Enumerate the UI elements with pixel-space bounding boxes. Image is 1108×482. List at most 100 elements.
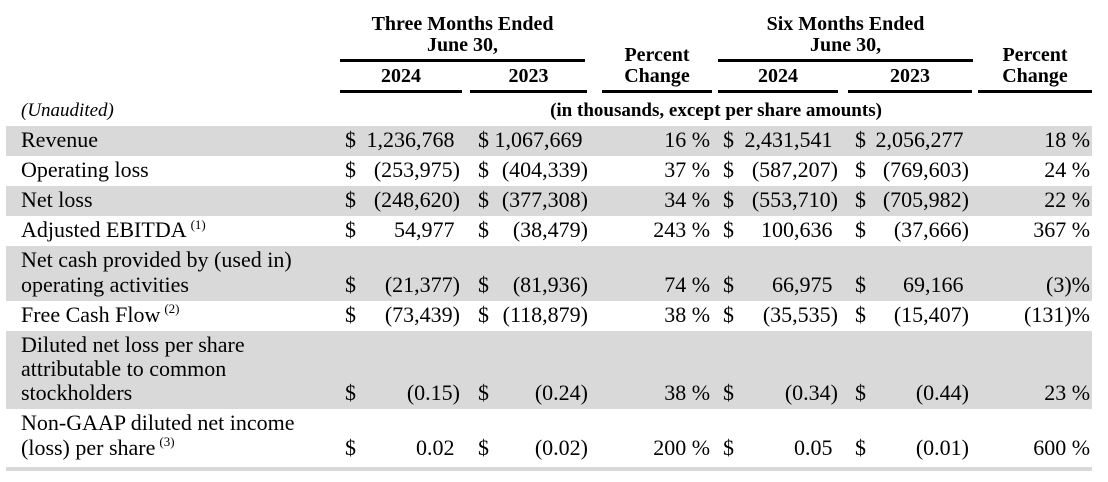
cell-value: (0.01) bbox=[915, 434, 970, 460]
dollar-sign: $ bbox=[723, 186, 735, 212]
cell-value: (37,666) bbox=[893, 217, 970, 243]
dollar-sign: $ bbox=[723, 126, 735, 152]
dollar-sign: $ bbox=[723, 434, 735, 460]
col-ytd-2024: 2024 bbox=[712, 62, 840, 93]
cell-value: (35,535) bbox=[762, 301, 839, 327]
cell-value: (0.34) bbox=[784, 380, 839, 406]
dollar-sign: $ bbox=[478, 301, 489, 327]
header-year-row: 2024 2023 2024 2023 bbox=[6, 62, 1092, 93]
cell-value: 0.02 bbox=[416, 434, 460, 460]
percent-change-value: 24 % bbox=[1044, 156, 1091, 182]
dollar-sign: $ bbox=[855, 380, 867, 406]
dollar-sign: $ bbox=[345, 434, 356, 460]
cell-value: (404,339) bbox=[501, 156, 589, 182]
row-adjusted-ebitda: Adjusted EBITDA (1) $54,977 $ (38,479) 243… bbox=[6, 216, 1092, 246]
row-label: Net cash provided by (used in) operating… bbox=[21, 247, 292, 297]
cell-value: (587,207) bbox=[751, 156, 839, 182]
six-months-header: Six Months Ended June 30, bbox=[712, 14, 975, 62]
units-note: (in thousands, except per share amounts) bbox=[550, 99, 882, 121]
percent-change-header-ytd: Percent Change bbox=[975, 14, 1093, 93]
cell-value: (553,710) bbox=[751, 186, 839, 212]
col-q-2023: 2023 bbox=[462, 62, 590, 93]
dollar-sign: $ bbox=[723, 156, 735, 182]
percent-change-value: 243 % bbox=[653, 217, 711, 243]
cell-value: 54,977 bbox=[394, 217, 460, 243]
dollar-sign: $ bbox=[345, 271, 356, 297]
note-row: (Unaudited) (in thousands, except per sh… bbox=[6, 93, 1092, 126]
three-months-title: Three Months Ended June 30, bbox=[371, 13, 554, 56]
row-revenue: Revenue $1,236,768 $1,067,669 16 % $2,43… bbox=[6, 125, 1093, 156]
dollar-sign: $ bbox=[478, 126, 489, 152]
row-non-gaap-diluted-eps: Non-GAAP diluted net income (loss) per s… bbox=[6, 409, 1092, 463]
dollar-sign: $ bbox=[478, 156, 489, 182]
percent-change-value: (131)% bbox=[1024, 301, 1091, 327]
row-label: Adjusted EBITDA bbox=[21, 217, 187, 243]
dollar-sign: $ bbox=[855, 301, 867, 327]
percent-change-value: 16 % bbox=[590, 125, 713, 156]
cell-value: (0.02) bbox=[534, 434, 589, 460]
dollar-sign: $ bbox=[723, 380, 735, 406]
cell-value: (0.15) bbox=[406, 380, 460, 406]
cell-value: (248,620) bbox=[373, 186, 460, 212]
cell-value: (0.24) bbox=[534, 380, 589, 406]
dollar-sign: $ bbox=[345, 217, 356, 243]
cell-value: (81,936) bbox=[512, 271, 589, 297]
row-diluted-net-loss-per-share: Diluted net loss per share attributable … bbox=[6, 330, 1093, 410]
cell-value: (377,308) bbox=[501, 186, 589, 212]
cell-value: (38,479) bbox=[512, 217, 589, 243]
percent-change-value: 37 % bbox=[664, 156, 711, 182]
cell-value: 2,056,277 bbox=[875, 126, 970, 152]
footnote-ref: (2) bbox=[164, 301, 180, 317]
dollar-sign: $ bbox=[345, 380, 356, 406]
dollar-sign: $ bbox=[345, 126, 356, 152]
dollar-sign: $ bbox=[723, 271, 735, 297]
footnote-ref: (1) bbox=[190, 216, 206, 232]
next-row-partial-shading bbox=[6, 466, 1092, 471]
percent-change-value: (3)% bbox=[975, 246, 1093, 301]
cell-value: 2,431,541 bbox=[744, 126, 839, 152]
dollar-sign: $ bbox=[855, 434, 867, 460]
row-operating-loss: Operating loss $ (253,975) $ (404,339) 37 … bbox=[6, 156, 1092, 186]
empty-header-cell bbox=[6, 14, 340, 62]
header-group-row: Three Months Ended June 30, Percent Chan… bbox=[6, 13, 1093, 93]
dollar-sign: $ bbox=[855, 186, 867, 212]
row-free-cash-flow: Free Cash Flow (2) $ (73,439) $ (118,879) 3… bbox=[6, 301, 1092, 331]
dollar-sign: $ bbox=[478, 380, 489, 406]
financial-highlights-table: Three Months Ended June 30, Percent Chan… bbox=[6, 13, 1093, 464]
dollar-sign: $ bbox=[478, 434, 489, 460]
row-label: Revenue bbox=[21, 126, 98, 152]
dollar-sign: $ bbox=[855, 156, 867, 182]
six-months-title: Six Months Ended June 30, bbox=[766, 13, 925, 56]
cell-value: 100,636 bbox=[761, 217, 839, 243]
percent-change-value: 200 % bbox=[653, 434, 711, 460]
cell-value: (118,879) bbox=[502, 301, 589, 327]
row-label: Free Cash Flow bbox=[21, 301, 161, 327]
dollar-sign: $ bbox=[345, 186, 356, 212]
cell-value: (0.44) bbox=[915, 380, 970, 406]
row-net-cash-operating: Net cash provided by (used in) operating… bbox=[6, 246, 1093, 301]
cell-value: (769,603) bbox=[882, 156, 970, 182]
cell-value: (253,975) bbox=[373, 156, 460, 182]
percent-change-value: 367 % bbox=[1033, 217, 1091, 243]
unaudited-label: (Unaudited) bbox=[21, 99, 114, 121]
dollar-sign: $ bbox=[478, 186, 489, 212]
percent-change-value: 38 % bbox=[664, 301, 711, 327]
percent-change-value: 22 % bbox=[975, 185, 1093, 217]
percent-change-label: Percent Change bbox=[978, 44, 1093, 93]
row-label: Operating loss bbox=[21, 156, 149, 182]
cell-value: 0.05 bbox=[794, 434, 839, 460]
cell-value: 1,236,768 bbox=[366, 126, 460, 152]
percent-change-value: 18 % bbox=[975, 125, 1093, 156]
row-label: Diluted net loss per share attributable … bbox=[21, 331, 245, 406]
footnote-ref: (3) bbox=[159, 434, 175, 450]
dollar-sign: $ bbox=[723, 301, 735, 327]
dollar-sign: $ bbox=[345, 301, 356, 327]
cell-value: 69,166 bbox=[903, 271, 970, 297]
row-net-loss: Net loss $ (248,620) $ (377,308) 34 % $ (55… bbox=[6, 185, 1093, 217]
percent-change-label: Percent Change bbox=[602, 44, 713, 93]
dollar-sign: $ bbox=[855, 217, 867, 243]
dollar-sign: $ bbox=[723, 217, 735, 243]
cell-value: (21,377) bbox=[384, 271, 460, 297]
percent-change-value: 23 % bbox=[975, 330, 1093, 410]
percent-change-value: 74 % bbox=[590, 246, 713, 301]
